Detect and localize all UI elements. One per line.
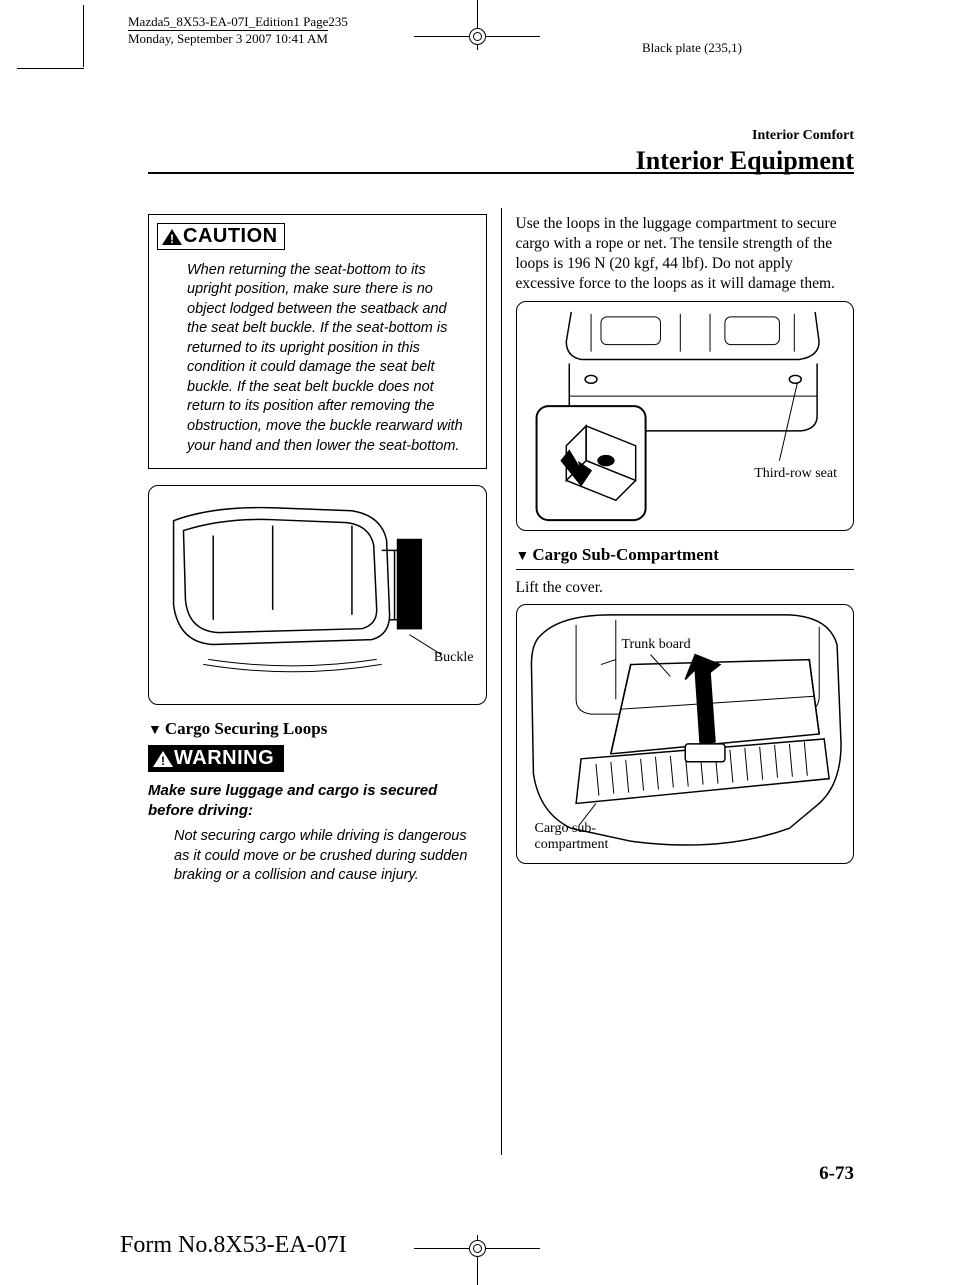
warning-label: WARNING xyxy=(174,747,274,770)
page-header: Interior Comfort Interior Equipment xyxy=(636,128,854,176)
warning-body: Not securing cargo while driving is dang… xyxy=(148,821,487,886)
warning-triangle-icon: ! xyxy=(152,750,174,768)
figure-cargo-sub: Trunk board Cargo sub- compartment xyxy=(516,604,855,864)
warning-heading: Make sure luggage and cargo is secured b… xyxy=(148,773,487,822)
warning-badge: ! WARNING xyxy=(148,745,284,772)
crop-mark xyxy=(83,5,84,67)
caution-box: ! CAUTION When returning the seat-bottom… xyxy=(148,214,487,469)
header-rule xyxy=(148,172,854,174)
caution-body: When returning the seat-bottom to its up… xyxy=(149,255,486,457)
figure-luggage-loops: Third-row seat xyxy=(516,301,855,531)
svg-text:!: ! xyxy=(161,754,165,768)
crop-mark xyxy=(473,1244,482,1253)
page-number: 6-73 xyxy=(819,1163,854,1185)
header-section: Interior Comfort xyxy=(636,128,854,144)
figure-buckle: Buckle xyxy=(148,485,487,705)
section-cargo-loops-title: Cargo Securing Loops xyxy=(148,719,487,739)
print-meta-line1: Mazda5_8X53-EA-07I_Edition1 Page235 xyxy=(128,14,348,31)
crop-mark xyxy=(473,32,482,41)
content-area: ! CAUTION When returning the seat-bottom… xyxy=(148,214,854,1155)
loops-description: Use the loops in the luggage compartment… xyxy=(516,214,855,295)
left-column: ! CAUTION When returning the seat-bottom… xyxy=(148,214,501,1155)
buckle-label: Buckle xyxy=(434,650,474,666)
cargo-sub-label: Cargo sub- compartment xyxy=(535,821,609,853)
print-metadata: Mazda5_8X53-EA-07I_Edition1 Page235 Mond… xyxy=(128,14,348,48)
print-meta-line2: Monday, September 3 2007 10:41 AM xyxy=(128,31,348,48)
black-plate-label: Black plate (235,1) xyxy=(642,40,742,56)
caution-badge: ! CAUTION xyxy=(157,223,285,250)
section-cargo-sub-title: Cargo Sub-Compartment xyxy=(516,545,855,565)
third-row-seat-label: Third-row seat xyxy=(754,466,837,482)
svg-text:!: ! xyxy=(170,232,174,246)
warning-triangle-icon: ! xyxy=(161,228,183,246)
cargo-sub-text: Lift the cover. xyxy=(516,578,855,598)
section-rule xyxy=(516,569,855,570)
right-column: Use the loops in the luggage compartment… xyxy=(502,214,855,1155)
form-number: Form No.8X53-EA-07I xyxy=(120,1232,347,1259)
trunk-board-label: Trunk board xyxy=(622,637,691,653)
caution-label: CAUTION xyxy=(183,225,278,248)
crop-mark xyxy=(17,68,84,69)
